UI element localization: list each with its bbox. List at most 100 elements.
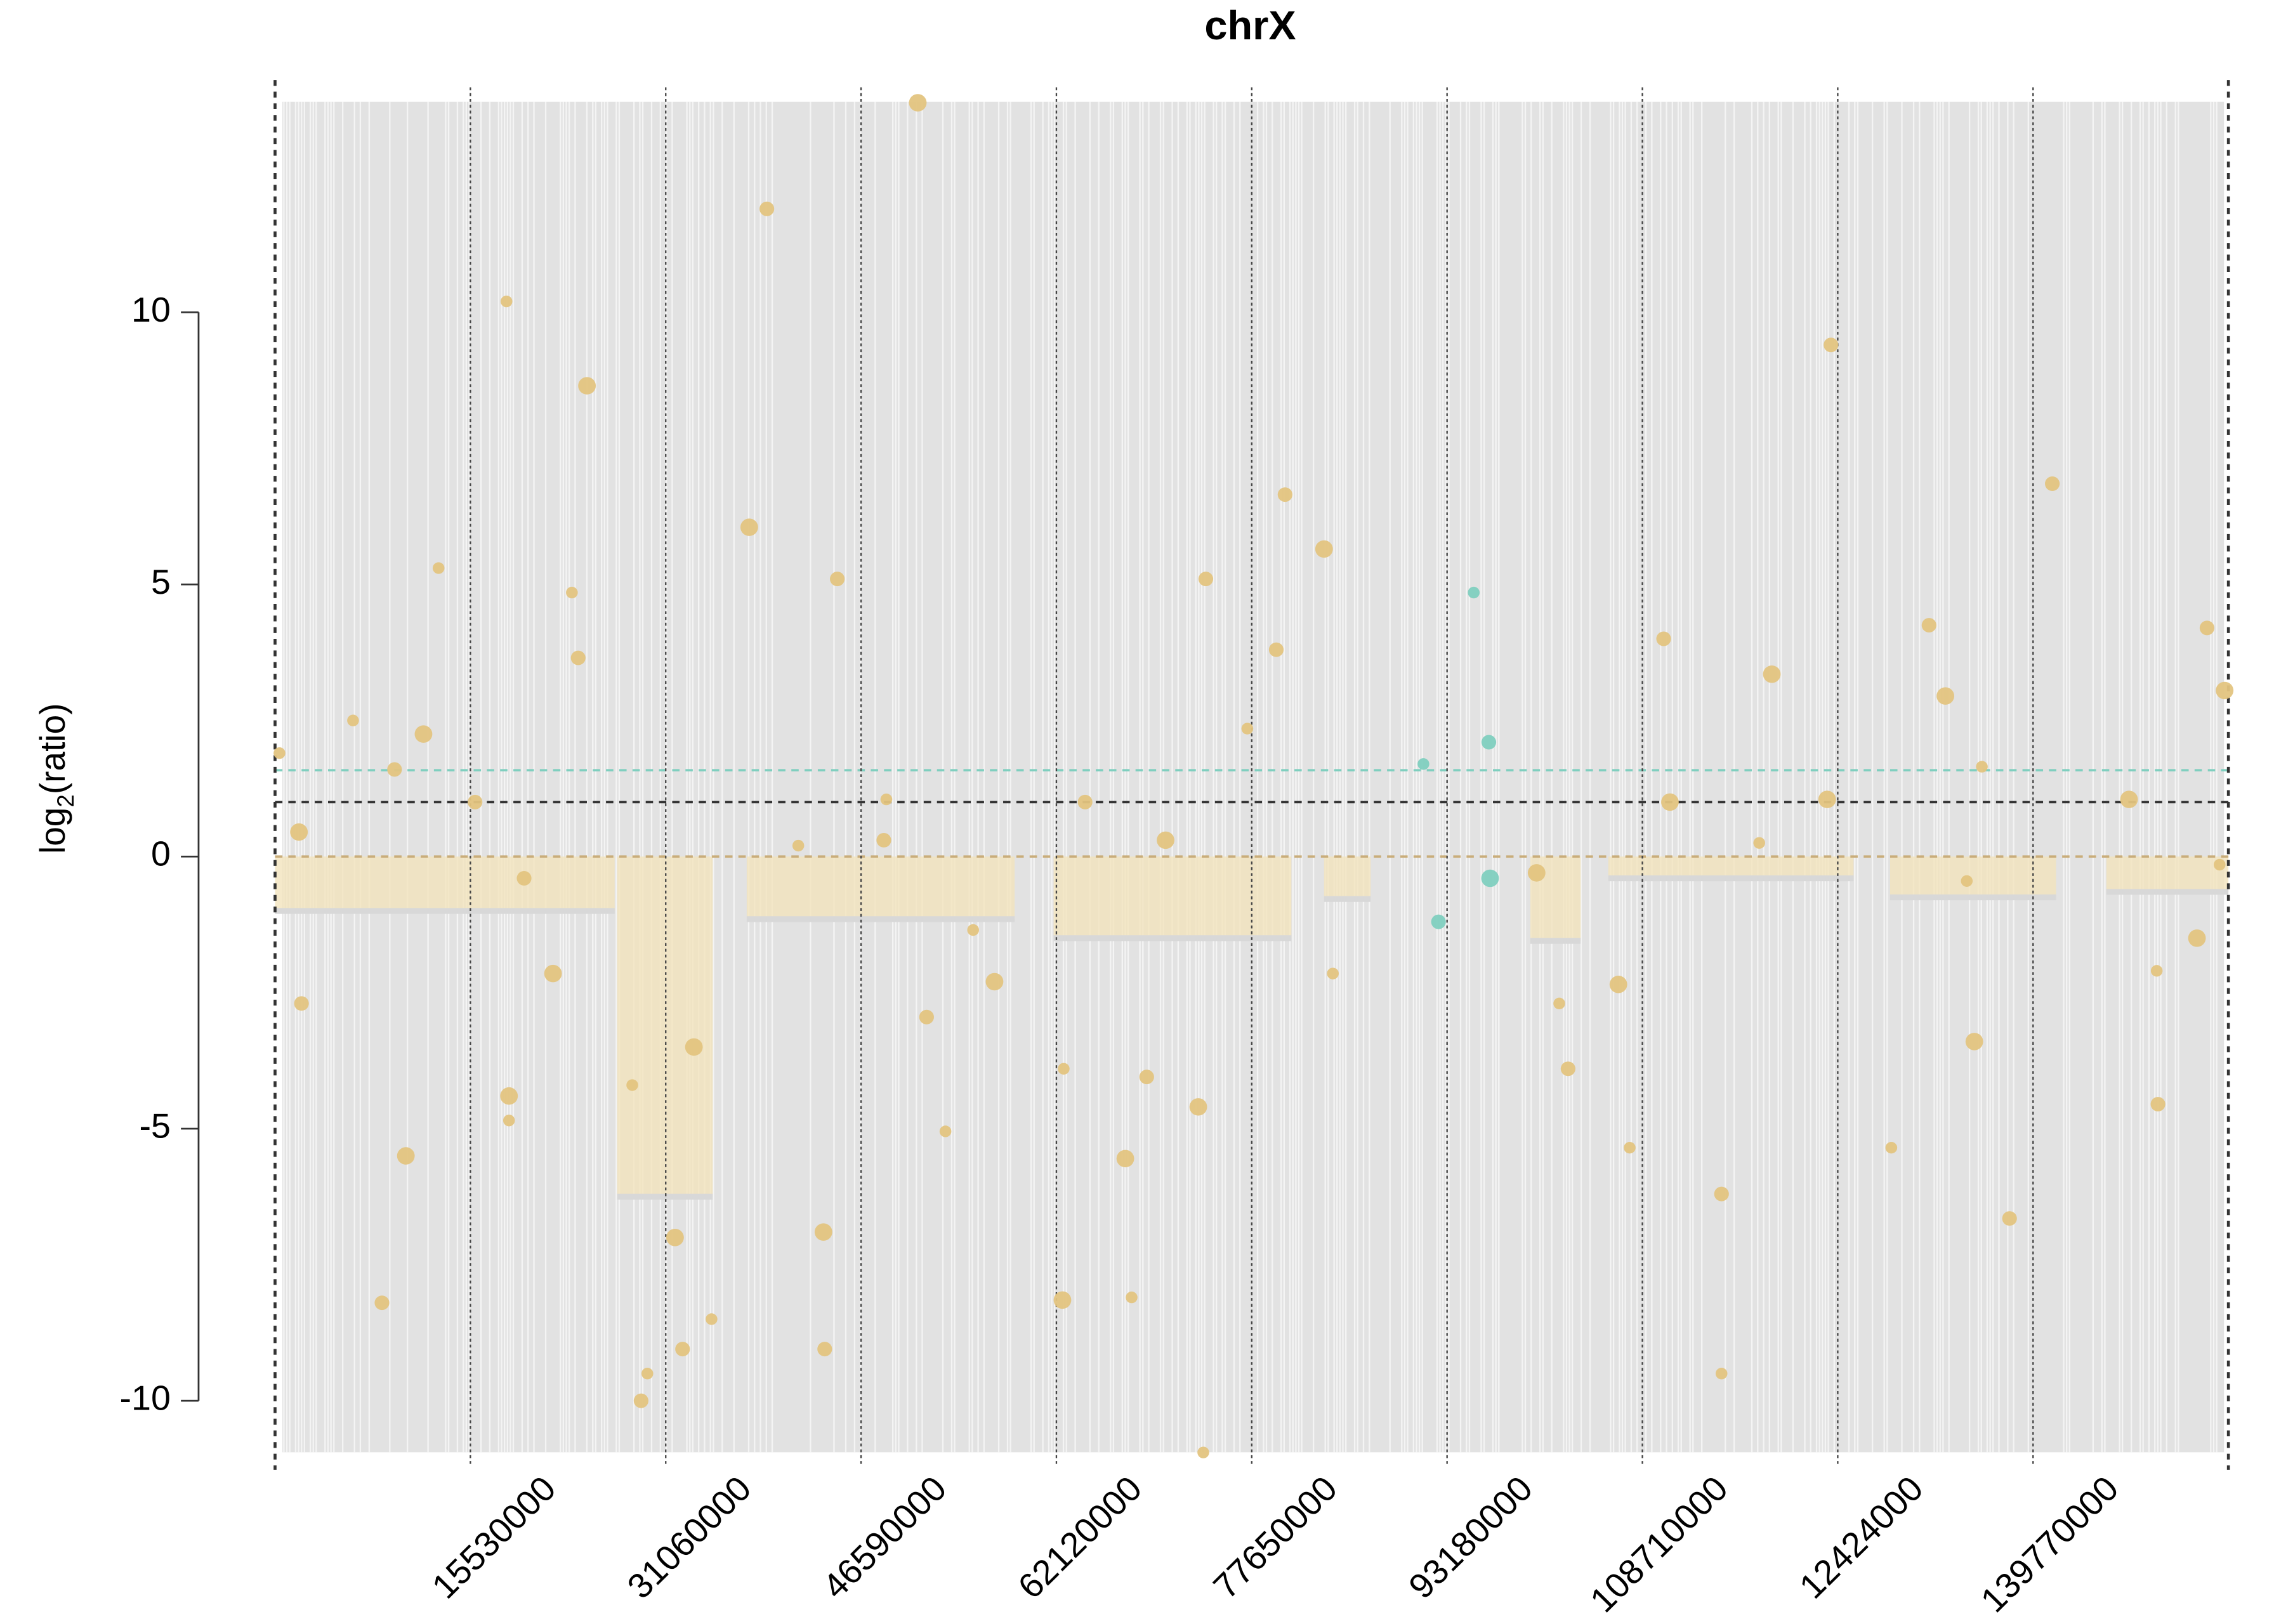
data-point [1560, 1061, 1575, 1077]
x-tick-label: 93180000 [1401, 1469, 1540, 1606]
coverage-background [282, 102, 2225, 1453]
segment [617, 856, 713, 1197]
data-point [1277, 487, 1292, 502]
data-point [2213, 858, 2226, 871]
data-point [1058, 1063, 1070, 1075]
data-point [830, 572, 845, 587]
y-axis-label: log2(ratio) [33, 703, 79, 854]
data-point [578, 377, 596, 395]
x-tick-label: 77650000 [1206, 1469, 1344, 1606]
data-point [919, 1009, 934, 1025]
data-point [1116, 1149, 1134, 1168]
data-point [740, 518, 758, 536]
data-point [1126, 1291, 1138, 1304]
data-point [516, 871, 532, 886]
x-tick-label: 15530000 [424, 1469, 563, 1606]
data-point [1965, 1033, 1983, 1051]
data-point [1753, 837, 1765, 849]
data-point [1961, 875, 1973, 887]
segment [746, 856, 1015, 919]
data-point [2199, 620, 2215, 636]
segment [1053, 856, 1292, 938]
data-point [1417, 758, 1429, 770]
data-point [570, 650, 586, 665]
segment [2106, 856, 2229, 892]
data-point [2045, 476, 2060, 491]
x-tick-label: 139770000 [1973, 1469, 2126, 1620]
data-point [817, 1342, 832, 1357]
data-point [1241, 723, 1254, 735]
data-point [1609, 976, 1627, 993]
data-point [1921, 618, 1936, 633]
data-point [1268, 642, 1284, 657]
data-point [544, 964, 562, 983]
y-tick-label: -5 [139, 1106, 170, 1146]
data-point [432, 562, 445, 574]
y-tick-label: 10 [131, 290, 171, 329]
data-point [1197, 1446, 1209, 1458]
data-point [1714, 1186, 1729, 1202]
segment [275, 856, 615, 911]
data-point [1139, 1070, 1154, 1085]
data-point [792, 839, 805, 852]
segment [1890, 856, 2056, 898]
data-point [1624, 1142, 1636, 1154]
data-point [2002, 1211, 2017, 1226]
data-point [1824, 337, 1839, 353]
data-point [1656, 631, 1671, 646]
data-point [939, 1125, 952, 1137]
segment [1608, 856, 1854, 879]
x-tick-label: 46590000 [815, 1469, 954, 1606]
x-tick-label: 62120000 [1010, 1469, 1149, 1606]
data-point [1468, 586, 1480, 599]
data-point [967, 924, 980, 936]
data-point [294, 996, 309, 1011]
data-point [273, 747, 286, 759]
data-point [500, 295, 513, 308]
data-point [2188, 929, 2206, 947]
data-point [1976, 761, 1988, 773]
data-point [1661, 793, 1679, 811]
data-point [814, 1223, 832, 1241]
data-point [759, 201, 775, 216]
data-point [2216, 681, 2234, 700]
data-point [500, 1087, 518, 1105]
data-point [685, 1038, 703, 1056]
data-point [1763, 665, 1781, 683]
data-point [1527, 864, 1546, 882]
data-point [503, 1115, 515, 1127]
data-point [290, 823, 308, 841]
y-label-sub: 2 [53, 794, 79, 807]
y-tick-label: 5 [151, 562, 171, 601]
data-point [374, 1295, 390, 1311]
data-point [876, 832, 891, 848]
data-point [2150, 965, 2163, 977]
data-point [1053, 1291, 1072, 1309]
segment [1324, 856, 1371, 900]
data-point [880, 793, 893, 806]
data-point [1553, 997, 1565, 1010]
data-point [1431, 914, 1446, 929]
data-point [1481, 735, 1497, 750]
x-tick-label: 12424000 [1792, 1469, 1931, 1606]
data-point [1198, 572, 1214, 587]
data-point [1077, 794, 1093, 809]
data-point [985, 972, 1004, 991]
data-point [397, 1147, 415, 1165]
data-point [1327, 967, 1339, 979]
y-tick-label: 0 [151, 834, 171, 874]
data-point [2150, 1097, 2166, 1112]
data-point [909, 94, 927, 112]
data-point [468, 794, 483, 809]
data-point [2120, 790, 2138, 808]
x-tick-label: 31060000 [620, 1469, 759, 1606]
y-tick-label: -10 [120, 1378, 171, 1418]
data-point [387, 762, 402, 777]
data-point [347, 714, 359, 726]
data-point [414, 725, 433, 743]
data-point [566, 586, 578, 599]
data-point [1481, 869, 1499, 887]
data-point [1189, 1098, 1207, 1116]
